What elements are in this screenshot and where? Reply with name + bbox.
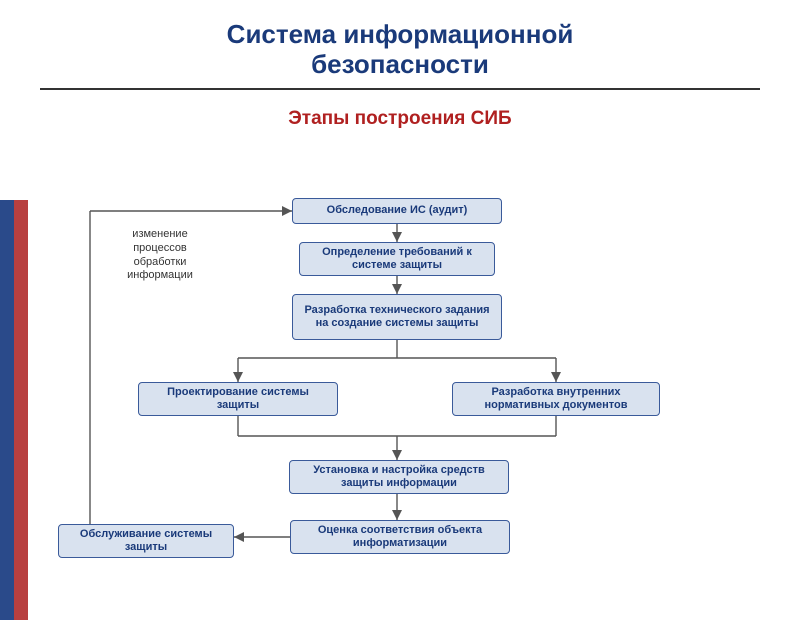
- node-n3: Разработка технического задания на созда…: [292, 294, 502, 340]
- node-n2: Определение требований к системе защиты: [299, 242, 495, 276]
- node-n6: Установка и настройка средств защиты инф…: [289, 460, 509, 494]
- side-label: изменениепроцессовобработкиинформации: [110, 228, 210, 283]
- node-n4: Проектирование системы защиты: [138, 382, 338, 416]
- node-n8: Обслуживание системы защиты: [58, 524, 234, 558]
- flow-diagram: изменениепроцессовобработкиинформации Обс…: [0, 20, 800, 620]
- node-n5: Разработка внутренних нормативных докуме…: [452, 382, 660, 416]
- node-n7: Оценка соответствия объекта информатизац…: [290, 520, 510, 554]
- node-n1: Обследование ИС (аудит): [292, 198, 502, 224]
